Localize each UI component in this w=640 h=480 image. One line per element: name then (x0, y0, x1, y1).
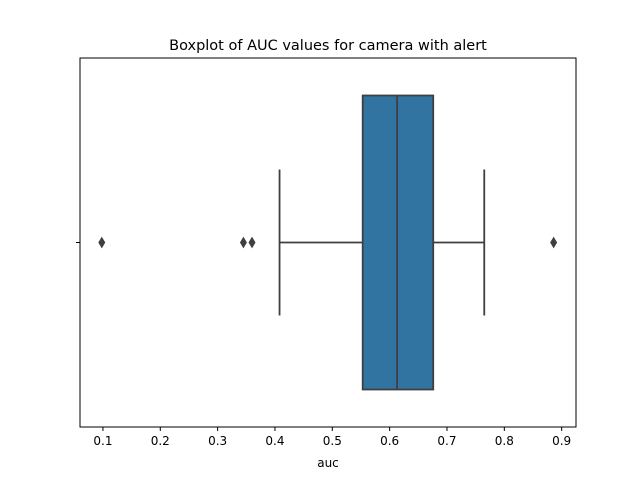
x-tick-label: 0.8 (495, 434, 514, 448)
x-tick-label: 0.5 (323, 434, 342, 448)
x-tick-label: 0.7 (437, 434, 456, 448)
outlier-point (98, 236, 106, 249)
outlier-point (248, 236, 256, 249)
chart-title: Boxplot of AUC values for camera with al… (169, 38, 487, 54)
outlier-point (239, 236, 247, 249)
x-tick-label: 0.4 (265, 434, 284, 448)
x-tick-label: 0.2 (151, 434, 170, 448)
x-tick-label: 0.1 (93, 434, 112, 448)
outlier-point (550, 236, 558, 249)
x-axis: 0.1 0.2 0.3 0.4 0.5 0.6 0.7 0.8 0.9 (76, 242, 571, 448)
x-tick-label: 0.6 (380, 434, 399, 448)
x-axis-label: auc (317, 456, 339, 470)
x-tick-label: 0.9 (552, 434, 571, 448)
chart-marks (98, 94, 558, 391)
x-tick-label: 0.3 (208, 434, 227, 448)
